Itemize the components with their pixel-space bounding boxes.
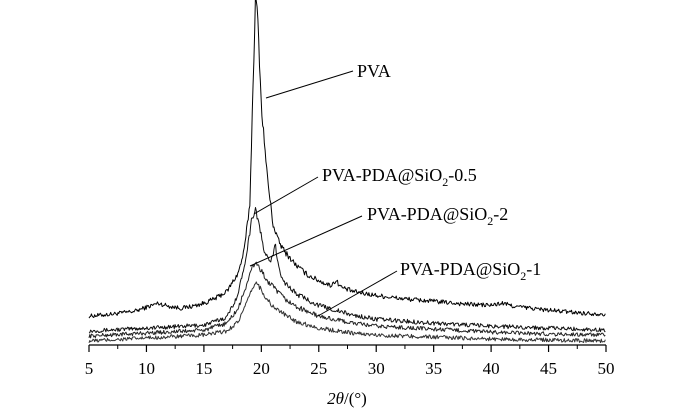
series-label-leader bbox=[253, 176, 319, 215]
x-axis-title-theta: 2θ bbox=[327, 389, 344, 408]
x-tick-label: 50 bbox=[598, 359, 615, 378]
x-tick-layer: 5 10 15 20 25 30 35 40 45 50 bbox=[85, 345, 615, 378]
x-tick-label: 20 bbox=[253, 359, 270, 378]
series-label-leader bbox=[249, 215, 363, 267]
series-label-leader bbox=[317, 270, 398, 317]
x-tick-label: 30 bbox=[368, 359, 385, 378]
series-label: PVA-PDA@SiO2-1 bbox=[400, 259, 541, 283]
series-line bbox=[88, 0, 606, 319]
series-line bbox=[88, 207, 606, 334]
series-line bbox=[88, 261, 606, 339]
x-tick-label: 40 bbox=[483, 359, 500, 378]
series-line bbox=[88, 281, 606, 344]
series-label: PVA-PDA@SiO2-2 bbox=[367, 204, 508, 228]
x-tick-label: 25 bbox=[310, 359, 327, 378]
series-label-leader bbox=[265, 70, 354, 99]
series-layer bbox=[88, 0, 606, 344]
x-tick-label: 35 bbox=[425, 359, 442, 378]
x-axis-title-unit: /(°) bbox=[344, 389, 367, 408]
x-tick-label: 5 bbox=[85, 359, 94, 378]
x-tick-label: 15 bbox=[195, 359, 212, 378]
x-axis-title: 2θ/(°) bbox=[327, 389, 367, 408]
x-tick-label: 45 bbox=[540, 359, 557, 378]
series-label: PVA-PDA@SiO2-0.5 bbox=[322, 165, 477, 189]
series-label-layer: PVA PVA-PDA@SiO2-0.5 PVA-PDA@SiO2-2 PVA-PDA… bbox=[249, 61, 541, 317]
x-tick-label: 10 bbox=[138, 359, 155, 378]
series-label: PVA bbox=[357, 61, 391, 81]
